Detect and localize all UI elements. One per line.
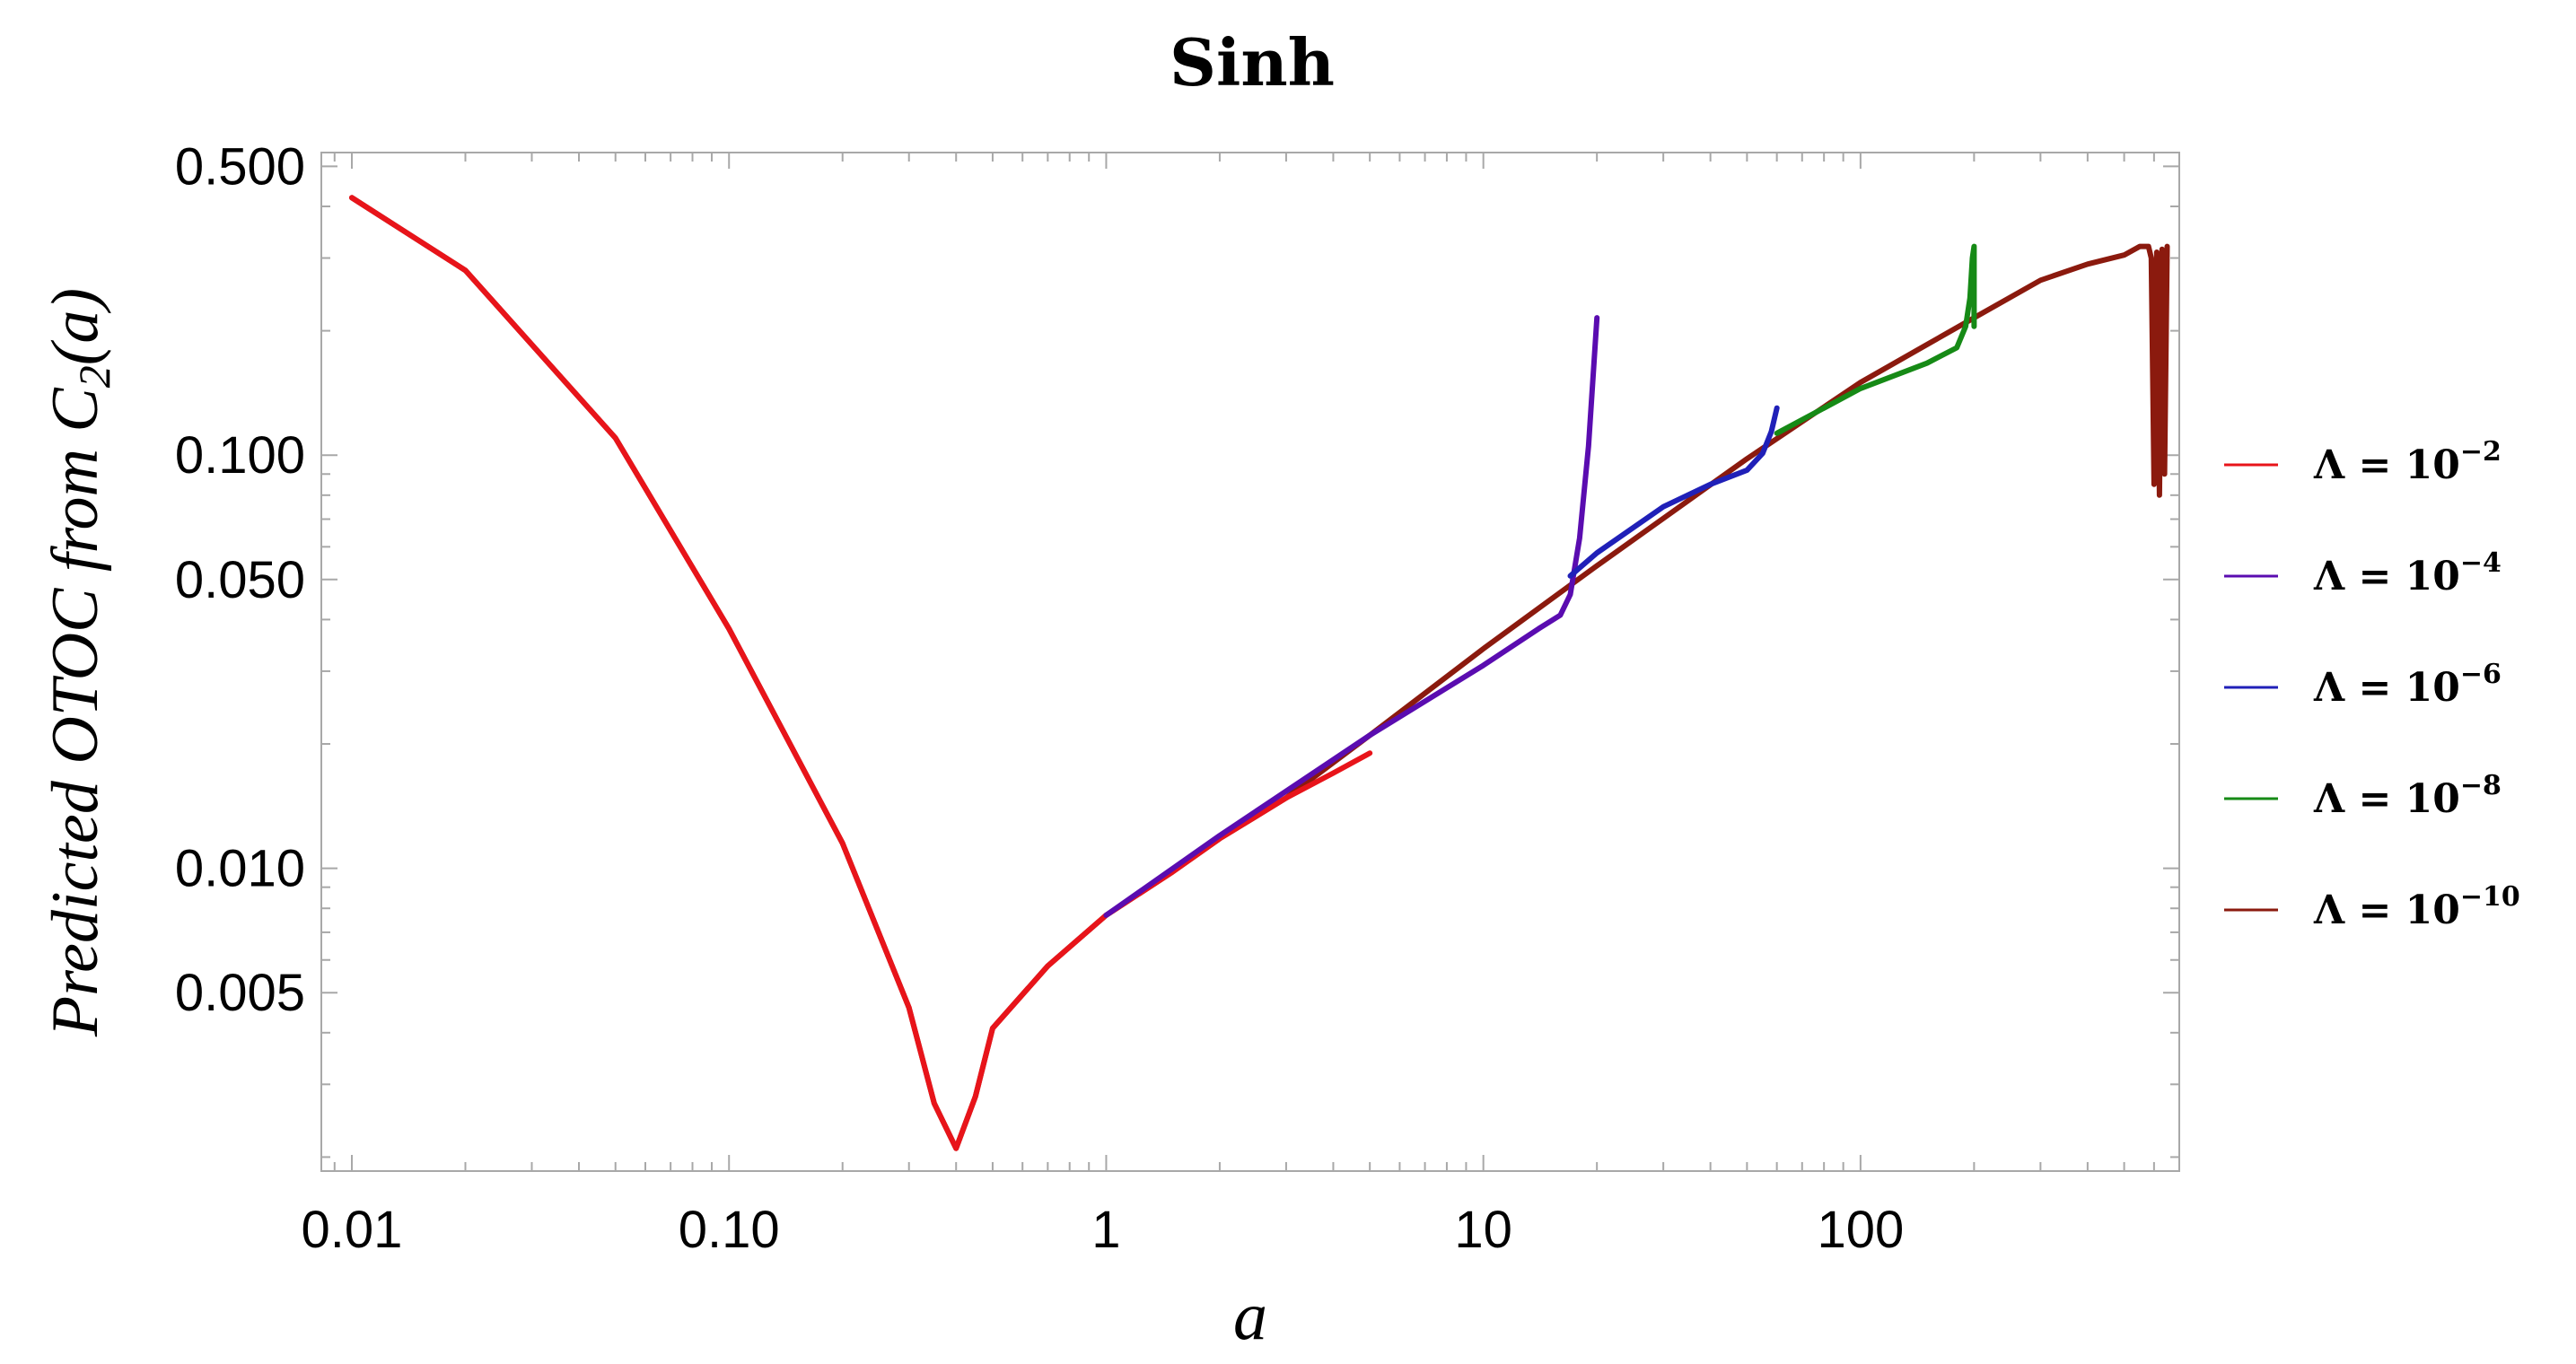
y-tick-label: 0.010 bbox=[175, 840, 305, 898]
x-tick-label: 100 bbox=[1817, 1201, 1904, 1259]
legend-label: Λ = 10−4 bbox=[2313, 547, 2502, 599]
series-line-2 bbox=[1103, 315, 1600, 918]
series-line-5 bbox=[349, 195, 2170, 1151]
y-tick-label: 0.100 bbox=[175, 426, 305, 485]
x-tick-label: 0.10 bbox=[679, 1201, 780, 1259]
series-line-3 bbox=[1567, 405, 1780, 579]
legend-label: Λ = 10−10 bbox=[2313, 881, 2520, 933]
series-line-1 bbox=[349, 195, 1373, 1151]
y-axis-label-main: Predicted OTOC from C bbox=[39, 387, 112, 1038]
x-tick-label: 1 bbox=[1091, 1201, 1120, 1259]
legend-label: Λ = 10−2 bbox=[2313, 436, 2502, 488]
legend-label: Λ = 10−8 bbox=[2313, 770, 2502, 822]
y-axis-label-tail: (a) bbox=[39, 288, 112, 365]
legend: Λ = 10−2 Λ = 10−4 Λ = 10−6 Λ = 10−8 Λ = 10−1… bbox=[2224, 436, 2520, 933]
series-lines bbox=[349, 195, 2170, 1151]
plot-frame bbox=[320, 152, 2180, 1172]
series-line-4 bbox=[1774, 243, 1977, 436]
tick-labels: 0.01 0.10 1 10 100 0.500 0.100 0.050 0.010 0.005 bbox=[175, 137, 1904, 1259]
y-tick-label: 0.050 bbox=[175, 551, 305, 609]
x-tick-label: 0.01 bbox=[302, 1201, 403, 1259]
chart-title: Sinh bbox=[1170, 24, 1335, 101]
x-tick-label: 10 bbox=[1454, 1201, 1512, 1259]
axis-ticks bbox=[321, 153, 2180, 1171]
y-tick-label: 0.500 bbox=[175, 137, 305, 196]
y-axis-label: Predicted OTOC from C2(a) bbox=[39, 288, 119, 1037]
x-axis-label: a bbox=[1233, 1279, 1267, 1354]
y-tick-label: 0.005 bbox=[175, 964, 305, 1022]
legend-label: Λ = 10−6 bbox=[2313, 659, 2502, 711]
y-axis-label-subscript: 2 bbox=[69, 365, 119, 388]
